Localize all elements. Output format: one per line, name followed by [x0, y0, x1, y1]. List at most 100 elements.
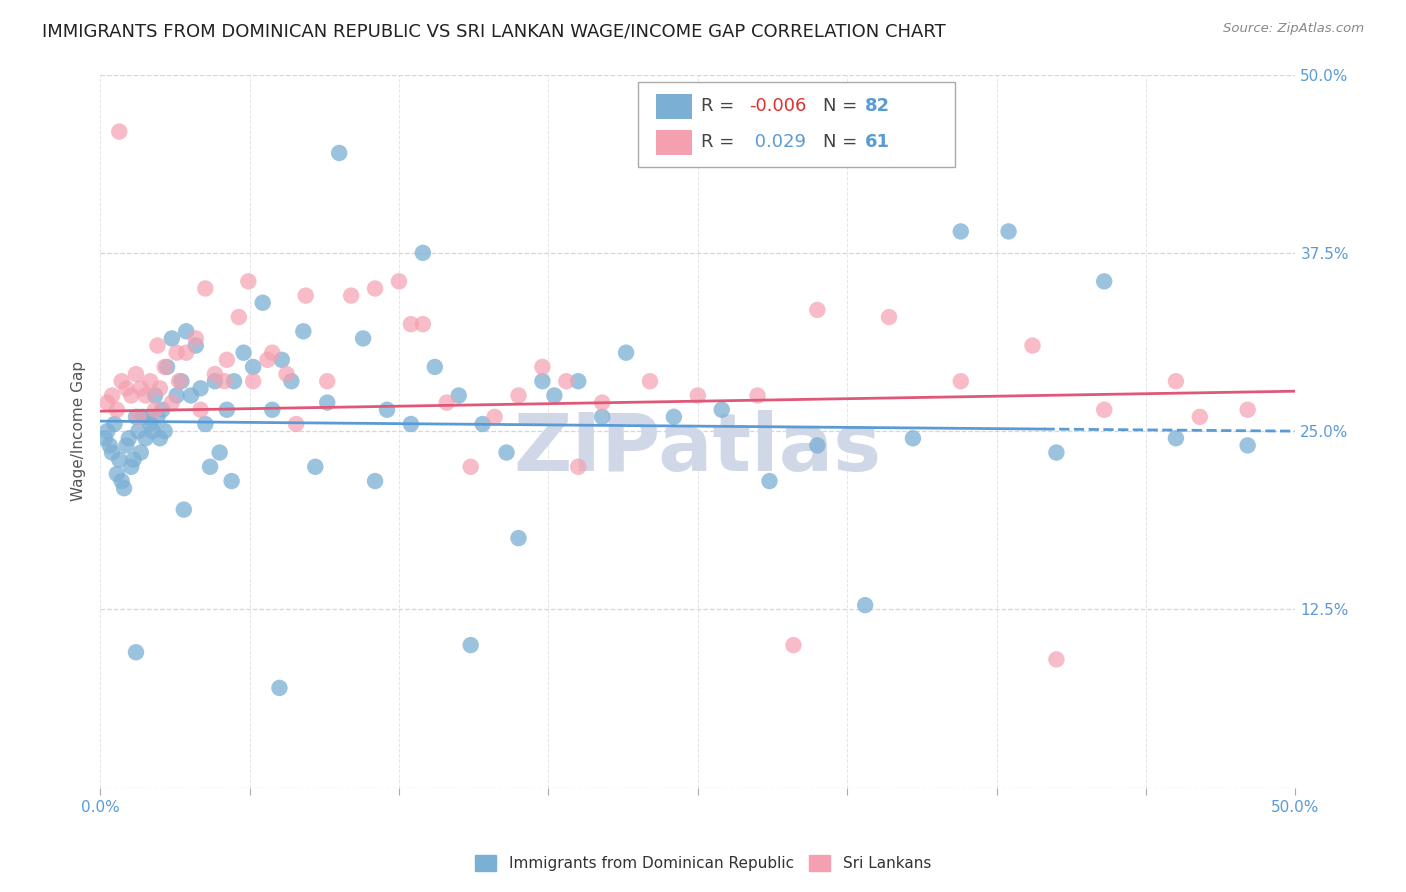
Point — [1092, 274, 1115, 288]
Point — [160, 395, 183, 409]
Point — [262, 345, 284, 359]
Point — [471, 417, 494, 431]
Legend: Immigrants from Dominican Republic, Sri Lankans: Immigrants from Dominican Republic, Sri … — [468, 849, 938, 877]
Point — [215, 402, 238, 417]
Point — [285, 417, 308, 431]
Point — [112, 481, 135, 495]
Point — [194, 417, 217, 431]
Text: N =: N = — [824, 134, 863, 152]
Point — [142, 424, 165, 438]
Point — [614, 345, 637, 359]
Point — [375, 402, 398, 417]
Point — [228, 310, 250, 324]
Point — [146, 338, 169, 352]
Point — [204, 367, 226, 381]
Point — [101, 388, 124, 402]
Point — [423, 359, 446, 374]
Point — [232, 345, 254, 359]
Point — [531, 359, 554, 374]
Point — [208, 445, 231, 459]
Point — [460, 638, 482, 652]
Point — [153, 424, 176, 438]
Point — [460, 459, 482, 474]
Point — [901, 431, 924, 445]
FancyBboxPatch shape — [638, 82, 955, 167]
Point — [508, 388, 530, 402]
Point — [215, 352, 238, 367]
Point — [149, 431, 172, 445]
Point — [662, 409, 685, 424]
Point — [949, 224, 972, 238]
Point — [316, 374, 339, 388]
Point — [150, 402, 173, 417]
Point — [316, 395, 339, 409]
Point — [108, 125, 131, 139]
Point — [388, 274, 411, 288]
Point — [292, 324, 315, 338]
Point — [111, 474, 134, 488]
Point — [436, 395, 458, 409]
Point — [412, 317, 434, 331]
Point — [1236, 402, 1258, 417]
Point — [269, 681, 291, 695]
Bar — [657, 94, 692, 119]
Point — [156, 359, 179, 374]
Point — [340, 288, 363, 302]
Point — [153, 359, 176, 374]
Point — [262, 402, 284, 417]
Point — [1236, 438, 1258, 452]
Point — [853, 598, 876, 612]
Point — [447, 388, 470, 402]
Point — [105, 402, 128, 417]
Bar — [657, 130, 692, 155]
Point — [166, 388, 188, 402]
Point — [96, 424, 118, 438]
Text: ZIPatlas: ZIPatlas — [513, 410, 882, 488]
Point — [127, 424, 149, 438]
Point — [294, 288, 316, 302]
Point — [105, 467, 128, 481]
Point — [1021, 338, 1043, 352]
Point — [125, 409, 148, 424]
Point — [198, 459, 221, 474]
Point — [531, 374, 554, 388]
Point — [495, 445, 517, 459]
Point — [567, 374, 589, 388]
Point — [204, 374, 226, 388]
Point — [280, 374, 302, 388]
Point — [167, 374, 190, 388]
Point — [238, 274, 260, 288]
Point — [1164, 374, 1187, 388]
Point — [115, 381, 138, 395]
Point — [108, 452, 131, 467]
Point — [638, 374, 661, 388]
Point — [170, 374, 193, 388]
Point — [806, 302, 828, 317]
Point — [101, 445, 124, 459]
Y-axis label: Wage/Income Gap: Wage/Income Gap — [72, 361, 86, 501]
Point — [194, 281, 217, 295]
Point — [806, 438, 828, 452]
Point — [949, 374, 972, 388]
Point — [136, 409, 159, 424]
Point — [184, 338, 207, 352]
Point — [118, 431, 141, 445]
Point — [146, 409, 169, 424]
Point — [103, 417, 125, 431]
Point — [94, 431, 117, 445]
Point — [173, 502, 195, 516]
Point — [129, 445, 152, 459]
Point — [214, 374, 236, 388]
Point — [135, 431, 157, 445]
Point — [120, 388, 142, 402]
Point — [256, 352, 278, 367]
Text: R =: R = — [702, 97, 741, 115]
Point — [135, 388, 157, 402]
Point — [127, 409, 149, 424]
Point — [364, 281, 387, 295]
Point — [190, 381, 212, 395]
Point — [399, 417, 422, 431]
Point — [555, 374, 578, 388]
Point — [98, 438, 121, 452]
Point — [758, 474, 780, 488]
